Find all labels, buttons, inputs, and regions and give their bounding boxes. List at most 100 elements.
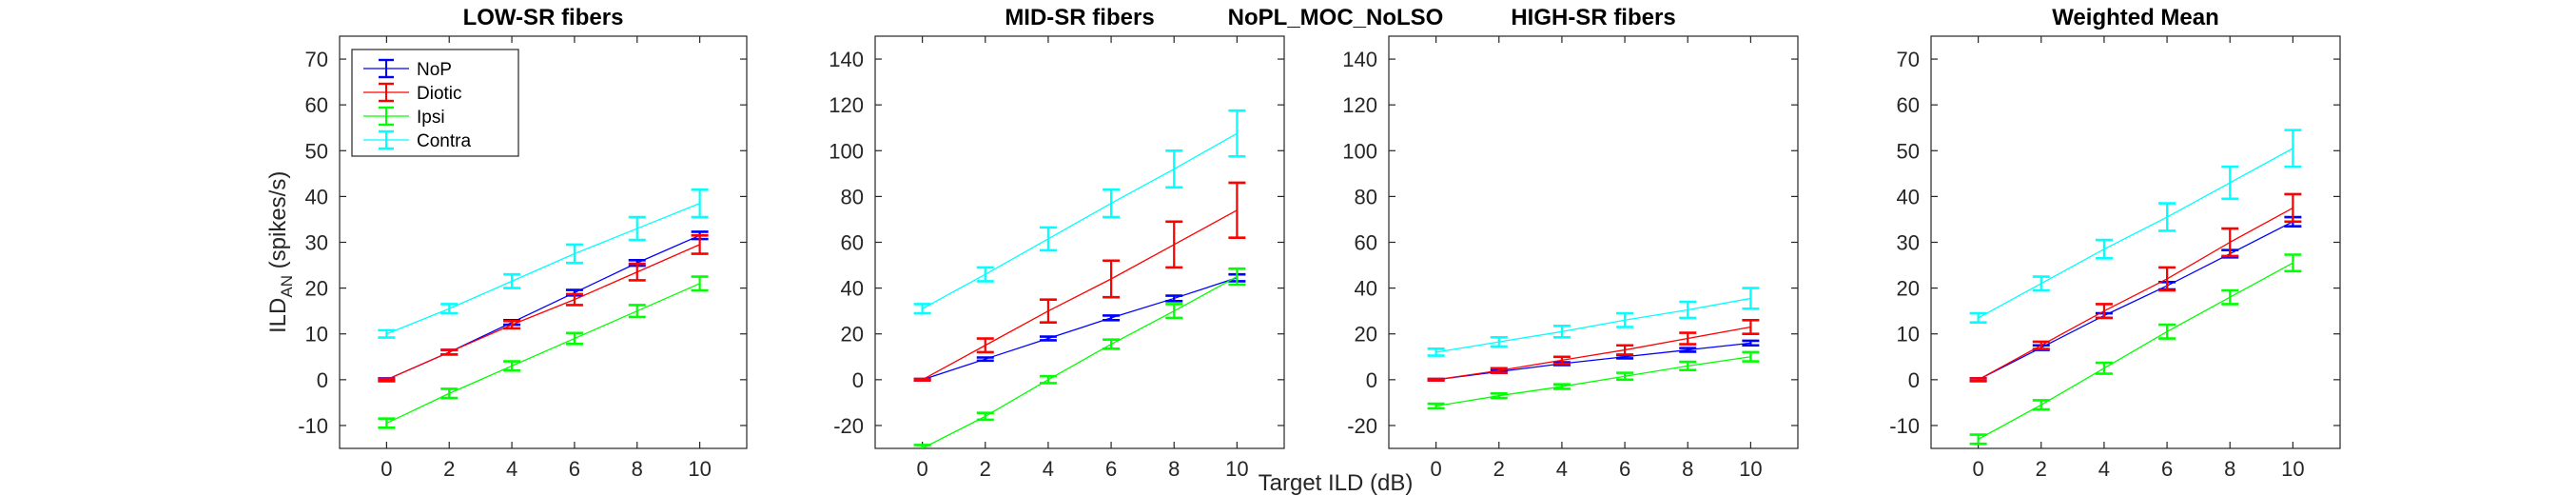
error-bar — [503, 319, 521, 330]
x-tick-label: 8 — [632, 457, 643, 481]
series-line — [922, 277, 1238, 381]
error-bar — [1679, 300, 1697, 320]
error-bar — [1552, 325, 1571, 339]
error-bar — [1552, 383, 1571, 390]
series-contra — [1969, 129, 2302, 324]
y-tick-label: 70 — [305, 48, 328, 71]
series-line — [1435, 342, 1751, 381]
panel-title: HIGH-SR fibers — [1511, 5, 1675, 30]
axes-box — [1930, 35, 2341, 449]
series-line — [1435, 297, 1751, 353]
series-line — [922, 132, 1238, 309]
error-bar — [2221, 288, 2239, 306]
x-tick-label: 8 — [2224, 457, 2235, 481]
error-bar — [440, 348, 459, 356]
y-tick-label: -10 — [298, 414, 328, 438]
error-bar — [1490, 391, 1508, 400]
error-bar — [2158, 202, 2176, 232]
plot-area — [1427, 287, 1760, 410]
error-bar — [378, 417, 396, 429]
panel-title: MID-SR fibers — [1005, 5, 1154, 30]
error-bar — [1742, 287, 1760, 310]
y-axis-label-unit: (spikes/s) — [265, 171, 291, 275]
series-ipsi — [913, 267, 1246, 448]
error-bar — [565, 292, 583, 307]
error-bar — [691, 233, 709, 255]
error-bar — [976, 337, 994, 354]
x-tick-label: 2 — [980, 457, 991, 481]
y-axis-label-main: ILD — [265, 298, 291, 333]
y-tick-label: 30 — [305, 231, 328, 255]
series-line — [386, 234, 700, 381]
error-bar — [1103, 188, 1121, 219]
error-bar — [565, 243, 583, 265]
error-bar — [628, 304, 646, 319]
y-tick-label: 80 — [1355, 185, 1377, 208]
y-tick-label: 70 — [1897, 48, 1920, 71]
error-bar — [976, 356, 994, 363]
y-tick-label: 80 — [841, 185, 864, 208]
error-bar — [1742, 318, 1760, 336]
series-line — [386, 283, 700, 425]
y-tick-label: 20 — [305, 277, 328, 301]
y-axis-label-sub: AN — [278, 275, 296, 298]
error-bar — [1228, 181, 1246, 239]
error-bar — [1552, 355, 1571, 366]
series-contra — [378, 188, 709, 339]
error-bar — [1039, 226, 1057, 252]
error-bar — [628, 215, 646, 242]
error-bar — [1616, 371, 1634, 382]
series-line — [1435, 356, 1751, 407]
error-bar — [1490, 336, 1508, 348]
series-diotic — [1969, 192, 2302, 383]
error-bar — [440, 387, 459, 400]
x-tick-label: 10 — [688, 457, 711, 481]
error-bar — [1165, 149, 1183, 189]
y-tick-label: 20 — [1355, 323, 1377, 347]
x-tick-label: 4 — [2098, 457, 2110, 481]
y-tick-label: 10 — [305, 323, 328, 347]
error-bar — [1679, 347, 1697, 353]
series-nop — [913, 272, 1246, 382]
x-tick-label: 4 — [506, 457, 517, 481]
series-diotic — [1427, 318, 1760, 382]
series-line — [922, 276, 1238, 448]
error-bar — [2095, 238, 2113, 260]
error-bar — [2095, 303, 2113, 320]
legend: NoP Diotic Ipsi Contra — [351, 49, 519, 157]
error-bar — [1969, 377, 1987, 383]
series-contra — [1427, 287, 1760, 357]
legend-entry-diotic: Diotic — [363, 82, 462, 104]
legend-label: NoP — [417, 60, 452, 80]
error-bar — [1616, 311, 1634, 328]
error-bar — [691, 275, 709, 292]
error-bar — [913, 303, 931, 315]
y-tick-label: 140 — [1342, 48, 1377, 71]
error-bar — [1490, 367, 1508, 374]
x-tick-label: 8 — [1682, 457, 1693, 481]
x-tick-label: 2 — [2036, 457, 2047, 481]
error-bar — [1679, 331, 1697, 346]
y-tick-label: 40 — [305, 185, 328, 208]
panel-1: LOW-SR fibers 0 2 4 6 8 10 -10 0 10 20 30 40 50 60 70 — [298, 5, 748, 481]
error-bar — [2032, 399, 2050, 411]
series-line — [1978, 221, 2293, 381]
error-bar — [1039, 335, 1057, 342]
error-bar — [976, 266, 994, 283]
error-bar — [1228, 267, 1246, 287]
y-tick-label: 30 — [1897, 231, 1920, 255]
error-bar — [1039, 374, 1057, 385]
error-bar — [913, 377, 931, 382]
x-tick-label: 6 — [569, 457, 580, 481]
series-contra — [913, 109, 1246, 315]
series-ipsi — [378, 275, 709, 429]
error-bar — [1165, 303, 1183, 320]
y-tick-label: 60 — [841, 231, 864, 255]
error-bar — [1742, 339, 1760, 347]
y-tick-label: 20 — [1897, 277, 1920, 301]
y-tick-label: -10 — [1889, 414, 1920, 438]
series-nop — [378, 230, 709, 383]
error-bar — [1165, 220, 1183, 269]
y-axis-label: ILDAN (spikes/s) — [265, 171, 296, 333]
